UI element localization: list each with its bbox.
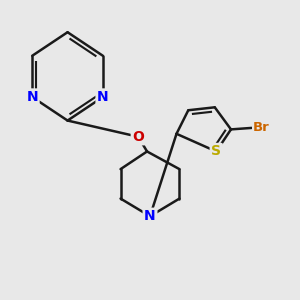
Text: N: N	[97, 90, 109, 104]
Text: Br: Br	[253, 122, 270, 134]
Text: O: O	[132, 130, 144, 144]
Text: N: N	[26, 90, 38, 104]
Text: N: N	[144, 209, 156, 223]
Text: S: S	[211, 145, 221, 158]
